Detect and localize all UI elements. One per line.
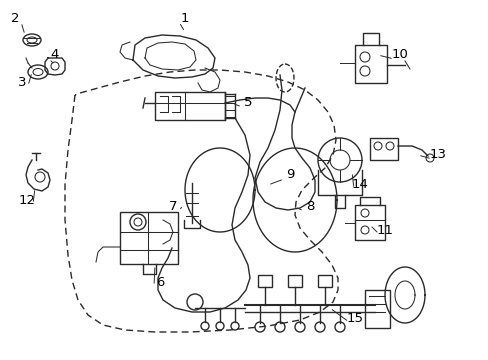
Bar bbox=[369, 138, 397, 160]
Text: 9: 9 bbox=[285, 168, 294, 181]
Text: 2: 2 bbox=[11, 12, 19, 24]
Text: 3: 3 bbox=[18, 76, 26, 89]
Bar bbox=[354, 45, 386, 83]
Bar bbox=[258, 275, 271, 287]
Text: 14: 14 bbox=[351, 179, 367, 192]
Bar bbox=[317, 275, 331, 287]
Text: 5: 5 bbox=[243, 96, 252, 109]
Text: 12: 12 bbox=[19, 194, 36, 207]
Text: 4: 4 bbox=[51, 49, 59, 62]
Bar bbox=[120, 212, 178, 264]
Text: 6: 6 bbox=[156, 275, 164, 288]
Bar bbox=[364, 290, 389, 328]
Text: 15: 15 bbox=[346, 311, 363, 324]
Text: 11: 11 bbox=[376, 224, 393, 237]
Text: 13: 13 bbox=[428, 148, 446, 162]
Text: 7: 7 bbox=[168, 201, 177, 213]
Bar bbox=[287, 275, 302, 287]
Text: 8: 8 bbox=[305, 201, 314, 213]
Bar bbox=[354, 205, 384, 240]
Text: 1: 1 bbox=[181, 12, 189, 24]
Text: 10: 10 bbox=[391, 49, 407, 62]
